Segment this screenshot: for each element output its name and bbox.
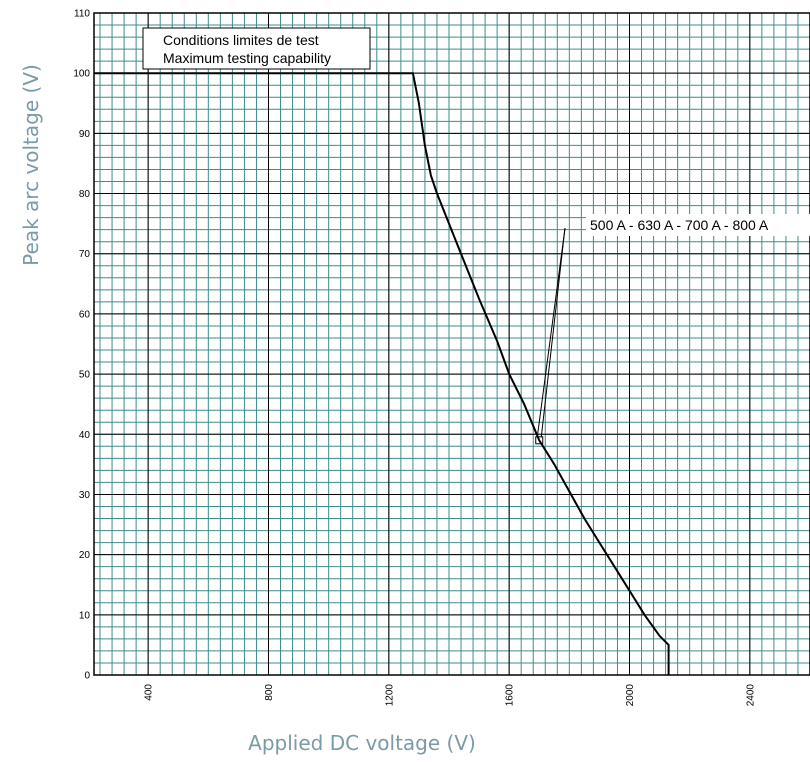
annotation-marker bbox=[535, 436, 544, 445]
y-axis-label: Peak arc voltage (V) bbox=[19, 64, 43, 266]
x-axis-ticks: 400 800 1200 1600 2000 2400 bbox=[144, 684, 757, 707]
legend-box: Conditions limites de test Maximum testi… bbox=[142, 27, 371, 70]
y-tick-label: 60 bbox=[79, 309, 91, 320]
y-tick-label: 110 bbox=[74, 9, 90, 20]
annotation-capability: Maximum testing capability bbox=[163, 50, 331, 66]
y-tick-label: 40 bbox=[79, 430, 91, 441]
annotation-currents: 500 A - 630 A - 700 A - 800 A bbox=[590, 217, 769, 233]
x-tick-label: 400 bbox=[144, 684, 155, 701]
y-tick-label: 20 bbox=[79, 550, 91, 561]
y-tick-label: 10 bbox=[79, 610, 91, 621]
x-axis-label: Applied DC voltage (V) bbox=[248, 731, 476, 755]
annotation-pointer-line bbox=[536, 227, 566, 438]
y-tick-label: 30 bbox=[79, 490, 91, 501]
y-tick-label: 50 bbox=[79, 370, 91, 381]
annotation-pointer-line bbox=[540, 227, 566, 438]
plot-background bbox=[94, 13, 810, 675]
y-tick-label: 100 bbox=[73, 69, 90, 80]
y-tick-label: 80 bbox=[79, 189, 91, 200]
x-tick-label: 1200 bbox=[384, 684, 395, 707]
plot-frame bbox=[93, 12, 810, 676]
x-tick-label: 800 bbox=[264, 684, 275, 701]
y-tick-label: 90 bbox=[79, 129, 91, 140]
y-axis-ticks: 0 10 20 30 40 50 60 70 80 90 100 110 bbox=[73, 9, 90, 682]
y-tick-label: 70 bbox=[79, 249, 91, 260]
current-annotation: 500 A - 630 A - 700 A - 800 A bbox=[535, 214, 810, 445]
annotation-conditions: Conditions limites de test bbox=[163, 32, 319, 48]
series-line bbox=[94, 72, 670, 675]
x-tick-label: 1600 bbox=[505, 684, 516, 707]
y-tick-label: 0 bbox=[84, 671, 90, 682]
x-tick-label: 2000 bbox=[625, 684, 636, 707]
x-tick-label: 2400 bbox=[745, 684, 756, 707]
